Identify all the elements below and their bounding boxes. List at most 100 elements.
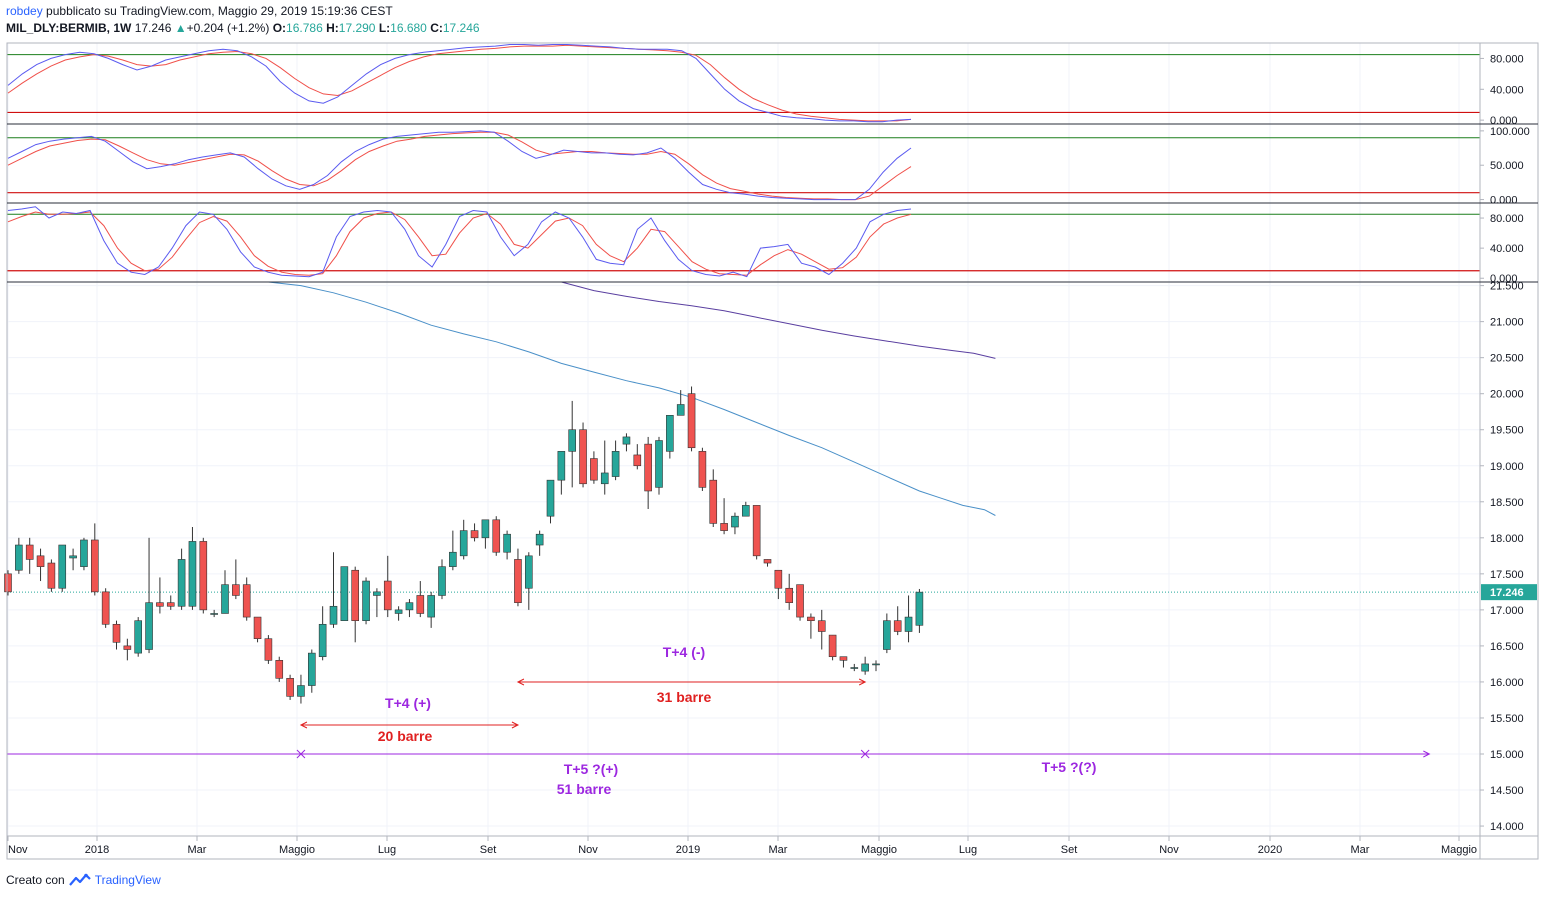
symbol-name: MIL_DLY:BERMIB, 1W: [6, 21, 132, 35]
time-tick-label: 2020: [1258, 844, 1282, 856]
candle-down: [47, 562, 56, 589]
author-name[interactable]: robdey: [6, 4, 43, 18]
candle-down: [796, 584, 804, 618]
candle-down: [36, 555, 45, 567]
candle-up: [546, 479, 555, 517]
t5-baseline-head: [1423, 750, 1431, 758]
osc-tick-label: 40.000: [1490, 243, 1524, 255]
price-tick-label: 21.000: [1490, 317, 1524, 329]
cycle-low-marker: [860, 749, 870, 759]
candle-down: [807, 616, 815, 621]
candle-up: [405, 602, 414, 611]
moving-average-line: [268, 281, 996, 516]
candle-down: [156, 602, 164, 607]
time-tick-label: Nov: [8, 844, 28, 856]
candle-up: [134, 620, 142, 654]
osc-tick-label: 50.000: [1490, 160, 1524, 172]
price-tick-label: 19.500: [1490, 425, 1524, 437]
symbol-legend: MIL_DLY:BERMIB, 1W 17.246 ▲+0.204 (+1.2%…: [6, 21, 480, 35]
candles: [4, 386, 1480, 704]
candle-down: [383, 580, 392, 611]
candle-down: [590, 458, 598, 481]
candle-down: [166, 602, 175, 607]
price-tick-label: 14.500: [1490, 785, 1524, 797]
time-tick-label: 2019: [676, 844, 700, 856]
candle-up: [177, 559, 186, 607]
high-label: H:: [326, 21, 339, 35]
candle-up: [307, 652, 316, 686]
candle-up: [557, 451, 566, 481]
candle-down: [579, 429, 587, 485]
candle-up: [15, 544, 23, 571]
time-tick-label: Set: [1061, 844, 1078, 856]
candle-up: [741, 505, 750, 517]
osc-tick-label: 80.000: [1490, 53, 1524, 65]
candle-up: [524, 555, 533, 589]
osc-d-line: [7, 211, 912, 276]
candle-up: [449, 551, 457, 567]
candle-up: [915, 591, 924, 626]
candle-down: [644, 443, 652, 492]
oscillator-bands: [7, 54, 1480, 272]
candle-up: [655, 440, 663, 488]
candle-up: [340, 566, 349, 621]
last-price-marker: [1481, 584, 1537, 601]
chart-frame: [6, 42, 1539, 860]
candle-down: [839, 656, 848, 661]
publish-info: robdey pubblicato su TradingView.com, Ma…: [6, 4, 393, 18]
candle-up: [600, 472, 609, 485]
osc-tick-label: 100.000: [1490, 126, 1530, 138]
candle-down: [817, 620, 826, 632]
candle-down: [91, 539, 99, 593]
time-tick-label: Mar: [188, 844, 207, 856]
candle-up: [861, 663, 869, 672]
last-price: 17.246: [134, 21, 172, 35]
candle-down: [232, 584, 240, 596]
footer-brand[interactable]: TradingView: [94, 873, 161, 887]
candle-down: [4, 573, 12, 593]
candle-down: [25, 544, 34, 560]
candle-down: [253, 616, 262, 639]
candle-up: [676, 404, 685, 416]
osc-tick-label: 40.000: [1490, 84, 1524, 96]
tradingview-logo-icon[interactable]: [68, 873, 91, 887]
up-arrow-icon: ▲: [174, 21, 187, 35]
last-price-label: 17.246: [1490, 587, 1524, 599]
osc-d-line: [7, 131, 912, 201]
price-tick-label: 15.500: [1490, 713, 1524, 725]
candle-up: [459, 530, 468, 557]
label-20-barre: 20 barre: [378, 728, 433, 744]
candle-down: [785, 587, 794, 603]
low-label: L:: [378, 21, 391, 35]
osc-k-line: [7, 130, 912, 201]
price-tick-label: 14.000: [1490, 821, 1524, 833]
time-tick-label: Maggio: [861, 844, 897, 856]
candle-down: [351, 569, 360, 621]
label-t5-plus: T+5 ?(+): [564, 761, 618, 777]
osc-tick-label: 80.000: [1490, 213, 1524, 225]
candle-up: [666, 415, 674, 452]
osc-tick-label: 0.000: [1490, 273, 1518, 285]
candle-up: [373, 591, 381, 596]
high-value: 17.290: [338, 21, 376, 35]
candle-up: [438, 566, 446, 596]
time-tick-label: Set: [480, 844, 497, 856]
candle-down: [264, 638, 273, 661]
candle-up: [297, 685, 305, 697]
price-change: +0.204 (+1.2%): [186, 21, 270, 35]
open-label: O:: [272, 21, 287, 35]
oscillators: [7, 44, 912, 278]
publish-text: pubblicato su TradingView.com, Maggio 29…: [46, 4, 393, 18]
annotations: T+4 (+) 20 barre T+4 (-) 31 barre T+5 ?(+) 51…: [7, 644, 1431, 797]
range-31-arrow-head: [858, 678, 867, 686]
candle-up: [883, 620, 891, 650]
time-tick-label: Maggio: [1441, 844, 1477, 856]
price-tick-label: 18.500: [1490, 497, 1524, 509]
candle-up: [58, 544, 67, 589]
footer: Creato con TradingView: [6, 873, 161, 887]
time-tick-label: Mar: [769, 844, 788, 856]
moving-averages: [268, 281, 996, 516]
candle-down: [275, 660, 284, 679]
time-tick-label: Lug: [378, 844, 396, 856]
